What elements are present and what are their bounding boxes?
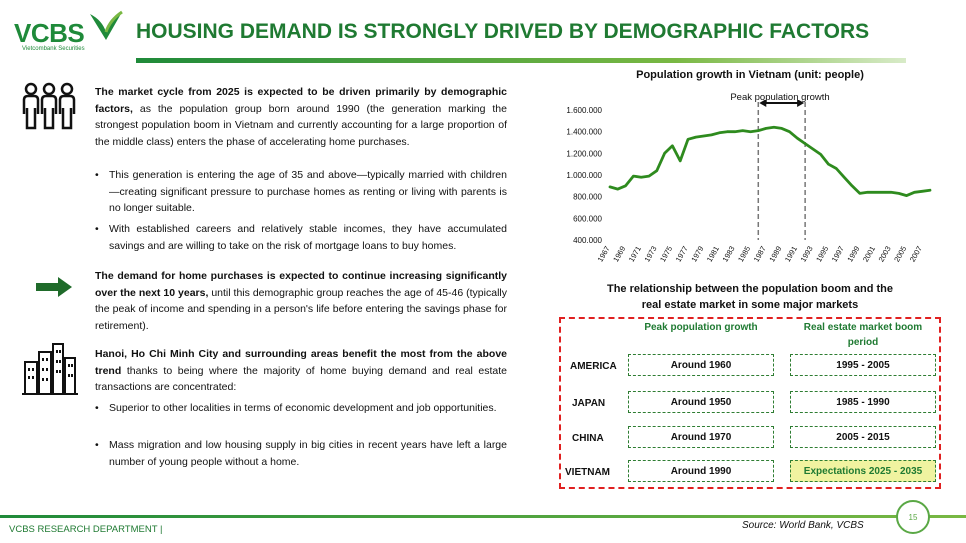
- x-tick-label: 2003: [877, 245, 893, 264]
- paragraph-cities-text: thanks to being where the majority of ho…: [95, 364, 507, 394]
- y-tick-label: 1.600.000: [566, 106, 602, 115]
- peak-cell: Around 1990: [628, 460, 774, 482]
- col-peak-header: Peak population growth: [644, 322, 758, 333]
- paragraph-demand: The demand for home purchases is expecte…: [95, 268, 507, 334]
- y-tick-label: 1.200.000: [566, 149, 602, 158]
- city-buildings-icon: [22, 343, 78, 395]
- x-tick-label: 1995: [814, 245, 830, 264]
- population-chart: 400.000 600.000 800.000 1.000.000 1.200.000 1…: [566, 100, 932, 264]
- x-tick-label: 1977: [674, 245, 690, 264]
- x-tick-label: 1973: [642, 245, 658, 264]
- y-tick-label: 600.000: [573, 214, 602, 223]
- x-tick-label: 1989: [767, 245, 783, 264]
- bullet-economic: Superior to other localities in terms of…: [95, 400, 507, 417]
- x-tick-label: 1979: [689, 245, 705, 264]
- peak-annotation: Peak population growth: [730, 92, 830, 103]
- page-number: 15: [896, 500, 930, 534]
- x-tick-label: 1971: [627, 245, 643, 264]
- country-label: JAPAN: [572, 398, 606, 409]
- col-boom-header: Real estate market boom period: [790, 320, 936, 350]
- y-tick-label: 1.400.000: [566, 128, 602, 137]
- chart-title: Population growth in Vietnam (unit: peop…: [636, 69, 864, 81]
- paragraph-cities: Hanoi, Ho Chi Minh City and surrounding …: [95, 346, 507, 396]
- x-tick-label: 1987: [752, 245, 768, 264]
- col-boom-header-line2: period: [847, 337, 879, 348]
- x-tick-label: 1969: [611, 245, 627, 264]
- country-label: CHINA: [572, 433, 604, 444]
- x-tick-label: 1981: [705, 245, 721, 264]
- x-tick-label: 2005: [892, 245, 908, 264]
- logo-text: VCBS: [14, 18, 85, 48]
- x-tick-label: 1975: [658, 245, 674, 264]
- boom-cell: 2005 - 2015: [790, 426, 936, 448]
- relationship-box: [559, 317, 941, 489]
- peak-cell: Around 1960: [628, 354, 774, 376]
- logo-subtext: Vietcombank Securities: [22, 46, 85, 52]
- bullet-migration: Mass migration and low housing supply in…: [95, 437, 507, 470]
- relationship-title-line1: The relationship between the population …: [606, 283, 893, 295]
- peak-cell: Around 1970: [628, 426, 774, 448]
- peak-cell: Around 1950: [628, 391, 774, 413]
- paragraph-cities-bold: Hanoi, Ho Chi Minh City and surrounding …: [95, 348, 507, 377]
- bullet-age: This generation is entering the age of 3…: [95, 167, 507, 217]
- bullet-savings: With established careers and relatively …: [95, 221, 507, 254]
- paragraph-demand-text: until this demographic group reaches the…: [95, 286, 507, 332]
- x-tick-label: 1991: [783, 245, 799, 264]
- arrow-right-icon: [36, 277, 72, 297]
- y-tick-label: 1.000.000: [566, 171, 602, 180]
- x-tick-label: 1985: [736, 245, 752, 264]
- population-series-line: [608, 125, 932, 197]
- country-label: VIETNAM: [565, 467, 610, 478]
- x-tick-label: 1997: [830, 245, 846, 264]
- page-title: HOUSING DEMAND IS STRONGLY DRIVED BY DEM…: [136, 20, 870, 43]
- title-underline: [136, 58, 906, 63]
- col-boom-header-line1: Real estate market boom: [803, 322, 923, 333]
- x-tick-label: 2001: [861, 245, 877, 264]
- boom-cell: 1995 - 2005: [790, 354, 936, 376]
- logo: VCBS Vietcombank Securities: [0, 0, 130, 60]
- paragraph-demand-bold: The demand for home purchases is expecte…: [95, 270, 507, 299]
- boom-cell-highlight: Expectations 2025 - 2035: [790, 460, 936, 482]
- relationship-title-line2: real estate market in some major markets: [641, 299, 859, 311]
- paragraph-demographics: The market cycle from 2025 is expected t…: [95, 84, 507, 150]
- x-tick-label: 2007: [908, 245, 924, 264]
- boom-cell: 1985 - 1990: [790, 391, 936, 413]
- footer-department: VCBS RESEARCH DEPARTMENT |: [9, 524, 163, 535]
- footer-line: [0, 515, 966, 518]
- y-tick-label: 800.000: [573, 193, 602, 202]
- paragraph-demographics-text: as the population group born around 1990…: [95, 102, 507, 148]
- peak-arrow-right-head: [797, 100, 805, 107]
- people-icon: [22, 82, 76, 130]
- x-tick-label: 1983: [720, 245, 736, 264]
- relationship-title: The relationship between the population …: [590, 281, 910, 313]
- y-tick-label: 400.000: [573, 236, 602, 245]
- country-label: AMERICA: [570, 361, 617, 372]
- x-tick-label: 1999: [845, 245, 861, 264]
- paragraph-demographics-bold: The market cycle from 2025 is expected t…: [95, 86, 507, 115]
- x-tick-label: 1993: [799, 245, 815, 264]
- x-tick-label: 1967: [596, 245, 612, 264]
- peak-arrow-left-head: [759, 100, 767, 107]
- logo-leaf-icon: [90, 10, 123, 40]
- source-note: Source: World Bank, VCBS: [742, 520, 864, 531]
